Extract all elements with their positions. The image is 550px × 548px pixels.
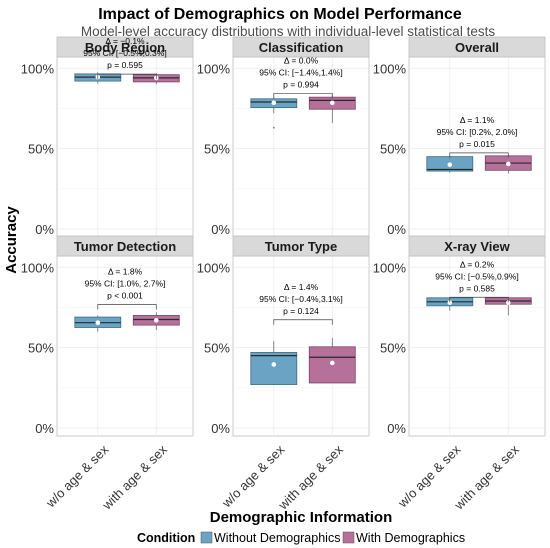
box-outlier bbox=[272, 126, 275, 129]
facet-panel: Classification 0% 50% 100% Δ = 0.0% 95% CI: [… bbox=[197, 36, 370, 238]
panel-background bbox=[56, 255, 194, 437]
y-tick-label: 100% bbox=[197, 61, 231, 76]
annotation-line: 95% CI: [−1.4%,1.4%] bbox=[259, 67, 342, 77]
annotation-line: p = 0.595 bbox=[107, 60, 143, 70]
annotation-line: p = 0.585 bbox=[459, 283, 495, 293]
box-mean-point bbox=[329, 100, 335, 106]
annotation-line: Δ = 0.2% bbox=[460, 259, 495, 269]
facet-strip-label: Overall bbox=[455, 40, 499, 55]
y-tick-label: 0% bbox=[387, 421, 406, 436]
facet-strip-label: Tumor Detection bbox=[74, 239, 176, 254]
annotation-line: Δ = 1.8% bbox=[108, 266, 143, 276]
y-tick-label: 50% bbox=[204, 341, 230, 356]
box-iqr bbox=[250, 352, 298, 385]
facet-strip bbox=[232, 36, 370, 58]
facet-strip-label: Body Region bbox=[85, 40, 165, 55]
chart-title: Impact of Demographics on Model Performa… bbox=[98, 6, 462, 23]
legend-swatch-with bbox=[342, 531, 355, 544]
y-tick-label: 50% bbox=[204, 142, 230, 157]
panel-background bbox=[232, 255, 370, 437]
facet-strip bbox=[408, 235, 546, 257]
significance-bracket bbox=[273, 319, 333, 325]
legend-label-with: With Demographics bbox=[356, 531, 465, 545]
box-mean-point bbox=[271, 362, 277, 367]
legend: Condition Without Demographics With Demo… bbox=[137, 531, 465, 545]
x-axis-title: Demographic Information bbox=[210, 509, 393, 526]
panel-background bbox=[232, 56, 370, 238]
box-mean-point bbox=[153, 317, 159, 323]
box-mean-point bbox=[271, 100, 277, 106]
facet-strip bbox=[56, 36, 194, 58]
y-tick-label: 100% bbox=[373, 260, 407, 275]
y-tick-label: 0% bbox=[387, 222, 406, 237]
annotation-line: 95% CI: [1.0%, 2.7%] bbox=[85, 278, 166, 288]
facet-panel: Body Region 0% 50% 100% Δ = −0.1% 95% CI: [−0… bbox=[21, 36, 194, 238]
annotation-line: 95% CI: [−0.4%,3.1%] bbox=[259, 294, 342, 304]
significance-bracket bbox=[97, 304, 157, 310]
facet-strip bbox=[408, 36, 546, 58]
y-axis-title: Accuracy bbox=[3, 206, 20, 274]
legend-title: Condition bbox=[137, 531, 195, 545]
y-tick-label: 50% bbox=[380, 142, 406, 157]
annotation-line: 95% CI: [−0.5%,0.3%] bbox=[83, 48, 166, 58]
panel-background bbox=[408, 255, 546, 437]
significance-bracket bbox=[449, 152, 509, 158]
panel-background bbox=[408, 56, 546, 238]
facet-panels: Body Region 0% 50% 100% Δ = −0.1% 95% CI: [−0… bbox=[21, 36, 546, 513]
facet-panel: X-ray View 0% 50% 100% Δ = 0.2% 95% CI: [−0.5… bbox=[373, 235, 546, 513]
facet-panel: Tumor Type 0% 50% 100% Δ = 1.4% 95% CI: [−0.4… bbox=[197, 235, 370, 513]
annotation-line: p = 0.994 bbox=[283, 79, 319, 89]
significance-bracket bbox=[273, 93, 333, 99]
annotation-line: 95% CI: [0.2%, 2.0%] bbox=[437, 127, 518, 137]
y-tick-label: 0% bbox=[35, 421, 54, 436]
annotation-line: 95% CI: [−0.5%,0.9%] bbox=[435, 271, 518, 281]
facet-strip-label: Classification bbox=[259, 40, 344, 55]
annotation-line: p = 0.124 bbox=[283, 306, 319, 316]
box-mean-point bbox=[329, 360, 335, 366]
facet-strip bbox=[56, 235, 194, 257]
y-tick-label: 0% bbox=[211, 222, 230, 237]
legend-swatch-without bbox=[200, 531, 213, 544]
facet-strip bbox=[232, 235, 370, 257]
y-tick-label: 100% bbox=[21, 260, 55, 275]
significance-bracket bbox=[97, 73, 157, 80]
y-tick-label: 50% bbox=[28, 142, 54, 157]
y-tick-label: 50% bbox=[380, 341, 406, 356]
annotation-line: p < 0.001 bbox=[107, 290, 143, 300]
y-tick-label: 0% bbox=[211, 421, 230, 436]
annotation-line: Δ = 1.4% bbox=[284, 282, 319, 292]
facet-panel: Overall 0% 50% 100% Δ = 1.1% 95% CI: [0.2%, 2… bbox=[373, 36, 546, 238]
box-mean-point bbox=[95, 320, 101, 325]
facet-panel: Tumor Detection 0% 50% 100% Δ = 1.8% 95% CI: … bbox=[21, 235, 194, 513]
panel-background bbox=[56, 56, 194, 238]
box-mean-point bbox=[505, 161, 511, 167]
y-tick-label: 100% bbox=[373, 61, 407, 76]
box-mean-point bbox=[447, 162, 453, 167]
facet-strip-label: Tumor Type bbox=[265, 239, 337, 254]
facet-strip-label: X-ray View bbox=[444, 239, 510, 254]
chart-subtitle: Model-level accuracy distributions with … bbox=[81, 24, 495, 39]
y-tick-label: 50% bbox=[28, 341, 54, 356]
legend-label-without: Without Demographics bbox=[214, 531, 340, 545]
annotation-line: Δ = 0.0% bbox=[284, 55, 319, 65]
significance-bracket bbox=[449, 296, 509, 303]
annotation-line: p = 0.015 bbox=[459, 139, 495, 149]
y-tick-label: 100% bbox=[21, 61, 55, 76]
annotation-line: Δ = 1.1% bbox=[460, 115, 495, 125]
annotation-line: Δ = −0.1% bbox=[105, 36, 145, 46]
y-tick-label: 100% bbox=[197, 260, 231, 275]
y-tick-label: 0% bbox=[35, 222, 54, 237]
